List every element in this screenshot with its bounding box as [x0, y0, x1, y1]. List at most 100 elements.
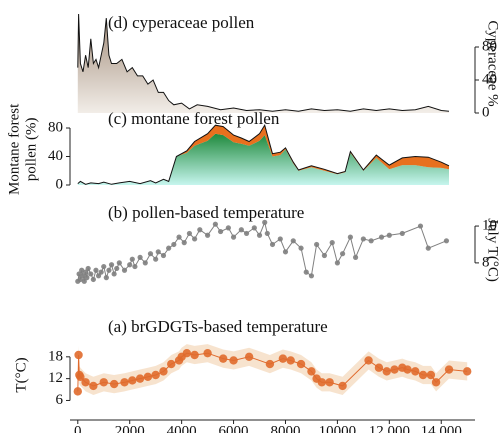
marker	[114, 265, 120, 272]
y-axis-label: Montane forest	[6, 103, 22, 195]
y-tick-label: 10	[482, 217, 497, 233]
panel-title: (a) brGDGTs-based temperature	[108, 317, 328, 336]
marker	[212, 221, 218, 227]
marker	[128, 376, 137, 385]
line	[77, 220, 447, 282]
y-tick-label: 0	[482, 104, 490, 120]
marker	[95, 273, 102, 279]
marker	[390, 365, 399, 374]
marker	[81, 378, 90, 387]
x-tick-label: 14 000	[421, 423, 462, 433]
marker	[106, 267, 112, 273]
marker	[303, 269, 309, 275]
marker	[90, 276, 96, 283]
marker	[197, 227, 203, 233]
marker	[190, 350, 199, 360]
marker	[360, 236, 366, 242]
marker	[76, 271, 82, 277]
marker	[203, 348, 212, 358]
marker	[89, 381, 98, 391]
marker	[444, 365, 454, 374]
marker	[143, 372, 153, 382]
y-tick-label: 12	[48, 370, 63, 386]
marker	[225, 225, 231, 231]
marker	[120, 378, 129, 387]
marker	[129, 256, 135, 262]
marker	[403, 365, 412, 374]
marker	[85, 265, 91, 272]
marker	[127, 262, 133, 268]
marker	[425, 245, 431, 251]
marker	[217, 228, 224, 235]
marker	[378, 234, 385, 240]
marker	[264, 230, 270, 237]
area-line	[77, 13, 450, 112]
x-tick-label: 8000	[270, 423, 300, 433]
marker	[321, 252, 328, 259]
marker	[109, 379, 119, 389]
marker	[352, 254, 359, 260]
y-tick-label: 8	[482, 254, 490, 270]
marker	[339, 251, 346, 257]
marker	[137, 254, 143, 260]
marker	[160, 252, 167, 259]
area-line	[77, 123, 450, 185]
marker	[204, 232, 211, 238]
marker	[99, 378, 108, 387]
marker	[79, 267, 85, 273]
x-tick-label: 0	[74, 423, 82, 433]
panel-title: (c) montane forest pollen	[108, 109, 280, 128]
marker	[374, 363, 384, 372]
marker	[364, 356, 373, 365]
y-tick-label: 18	[48, 348, 63, 364]
marker	[265, 359, 275, 369]
x-tick-label: 2000	[115, 423, 145, 433]
y-axis-label: T(°C)	[13, 357, 29, 392]
panel-title: (d) cyperaceae pollen	[108, 13, 255, 32]
y-tick-label: 0	[56, 176, 64, 192]
marker	[243, 230, 250, 237]
marker	[76, 372, 85, 382]
marker	[111, 271, 117, 277]
marker	[382, 367, 391, 376]
y-tick-label: 80	[48, 119, 63, 135]
marker	[81, 278, 87, 284]
marker	[181, 240, 187, 246]
marker	[167, 359, 176, 369]
marker	[277, 236, 283, 242]
marker	[278, 354, 288, 363]
marker	[153, 256, 159, 262]
marker	[308, 273, 315, 279]
marker	[443, 238, 450, 244]
marker	[192, 236, 198, 242]
marker	[82, 269, 89, 275]
y-tick-label: 40	[482, 71, 497, 87]
marker	[98, 269, 104, 275]
marker	[286, 356, 295, 365]
marker	[116, 260, 122, 266]
marker	[411, 367, 420, 376]
marker	[182, 348, 192, 358]
y-axis-label: Cyperaceae %	[485, 20, 500, 106]
marker	[151, 370, 160, 380]
x-tick-label: 12 000	[369, 423, 410, 433]
marker	[93, 267, 99, 273]
marker	[314, 241, 320, 248]
marker	[307, 367, 316, 376]
marker	[386, 232, 392, 238]
x-tick-label: 4000	[167, 423, 197, 433]
y-tick-label: 40	[48, 148, 63, 164]
marker	[282, 249, 289, 255]
marker	[159, 367, 168, 376]
marker	[132, 263, 138, 270]
marker	[121, 267, 128, 273]
marker	[135, 374, 145, 383]
marker	[74, 350, 83, 360]
marker	[417, 223, 424, 229]
y-tick-label: 80	[482, 38, 497, 54]
marker	[84, 275, 90, 281]
panel-title: (b) pollen-based temperature	[108, 203, 304, 222]
marker	[296, 359, 306, 369]
marker	[329, 240, 335, 246]
